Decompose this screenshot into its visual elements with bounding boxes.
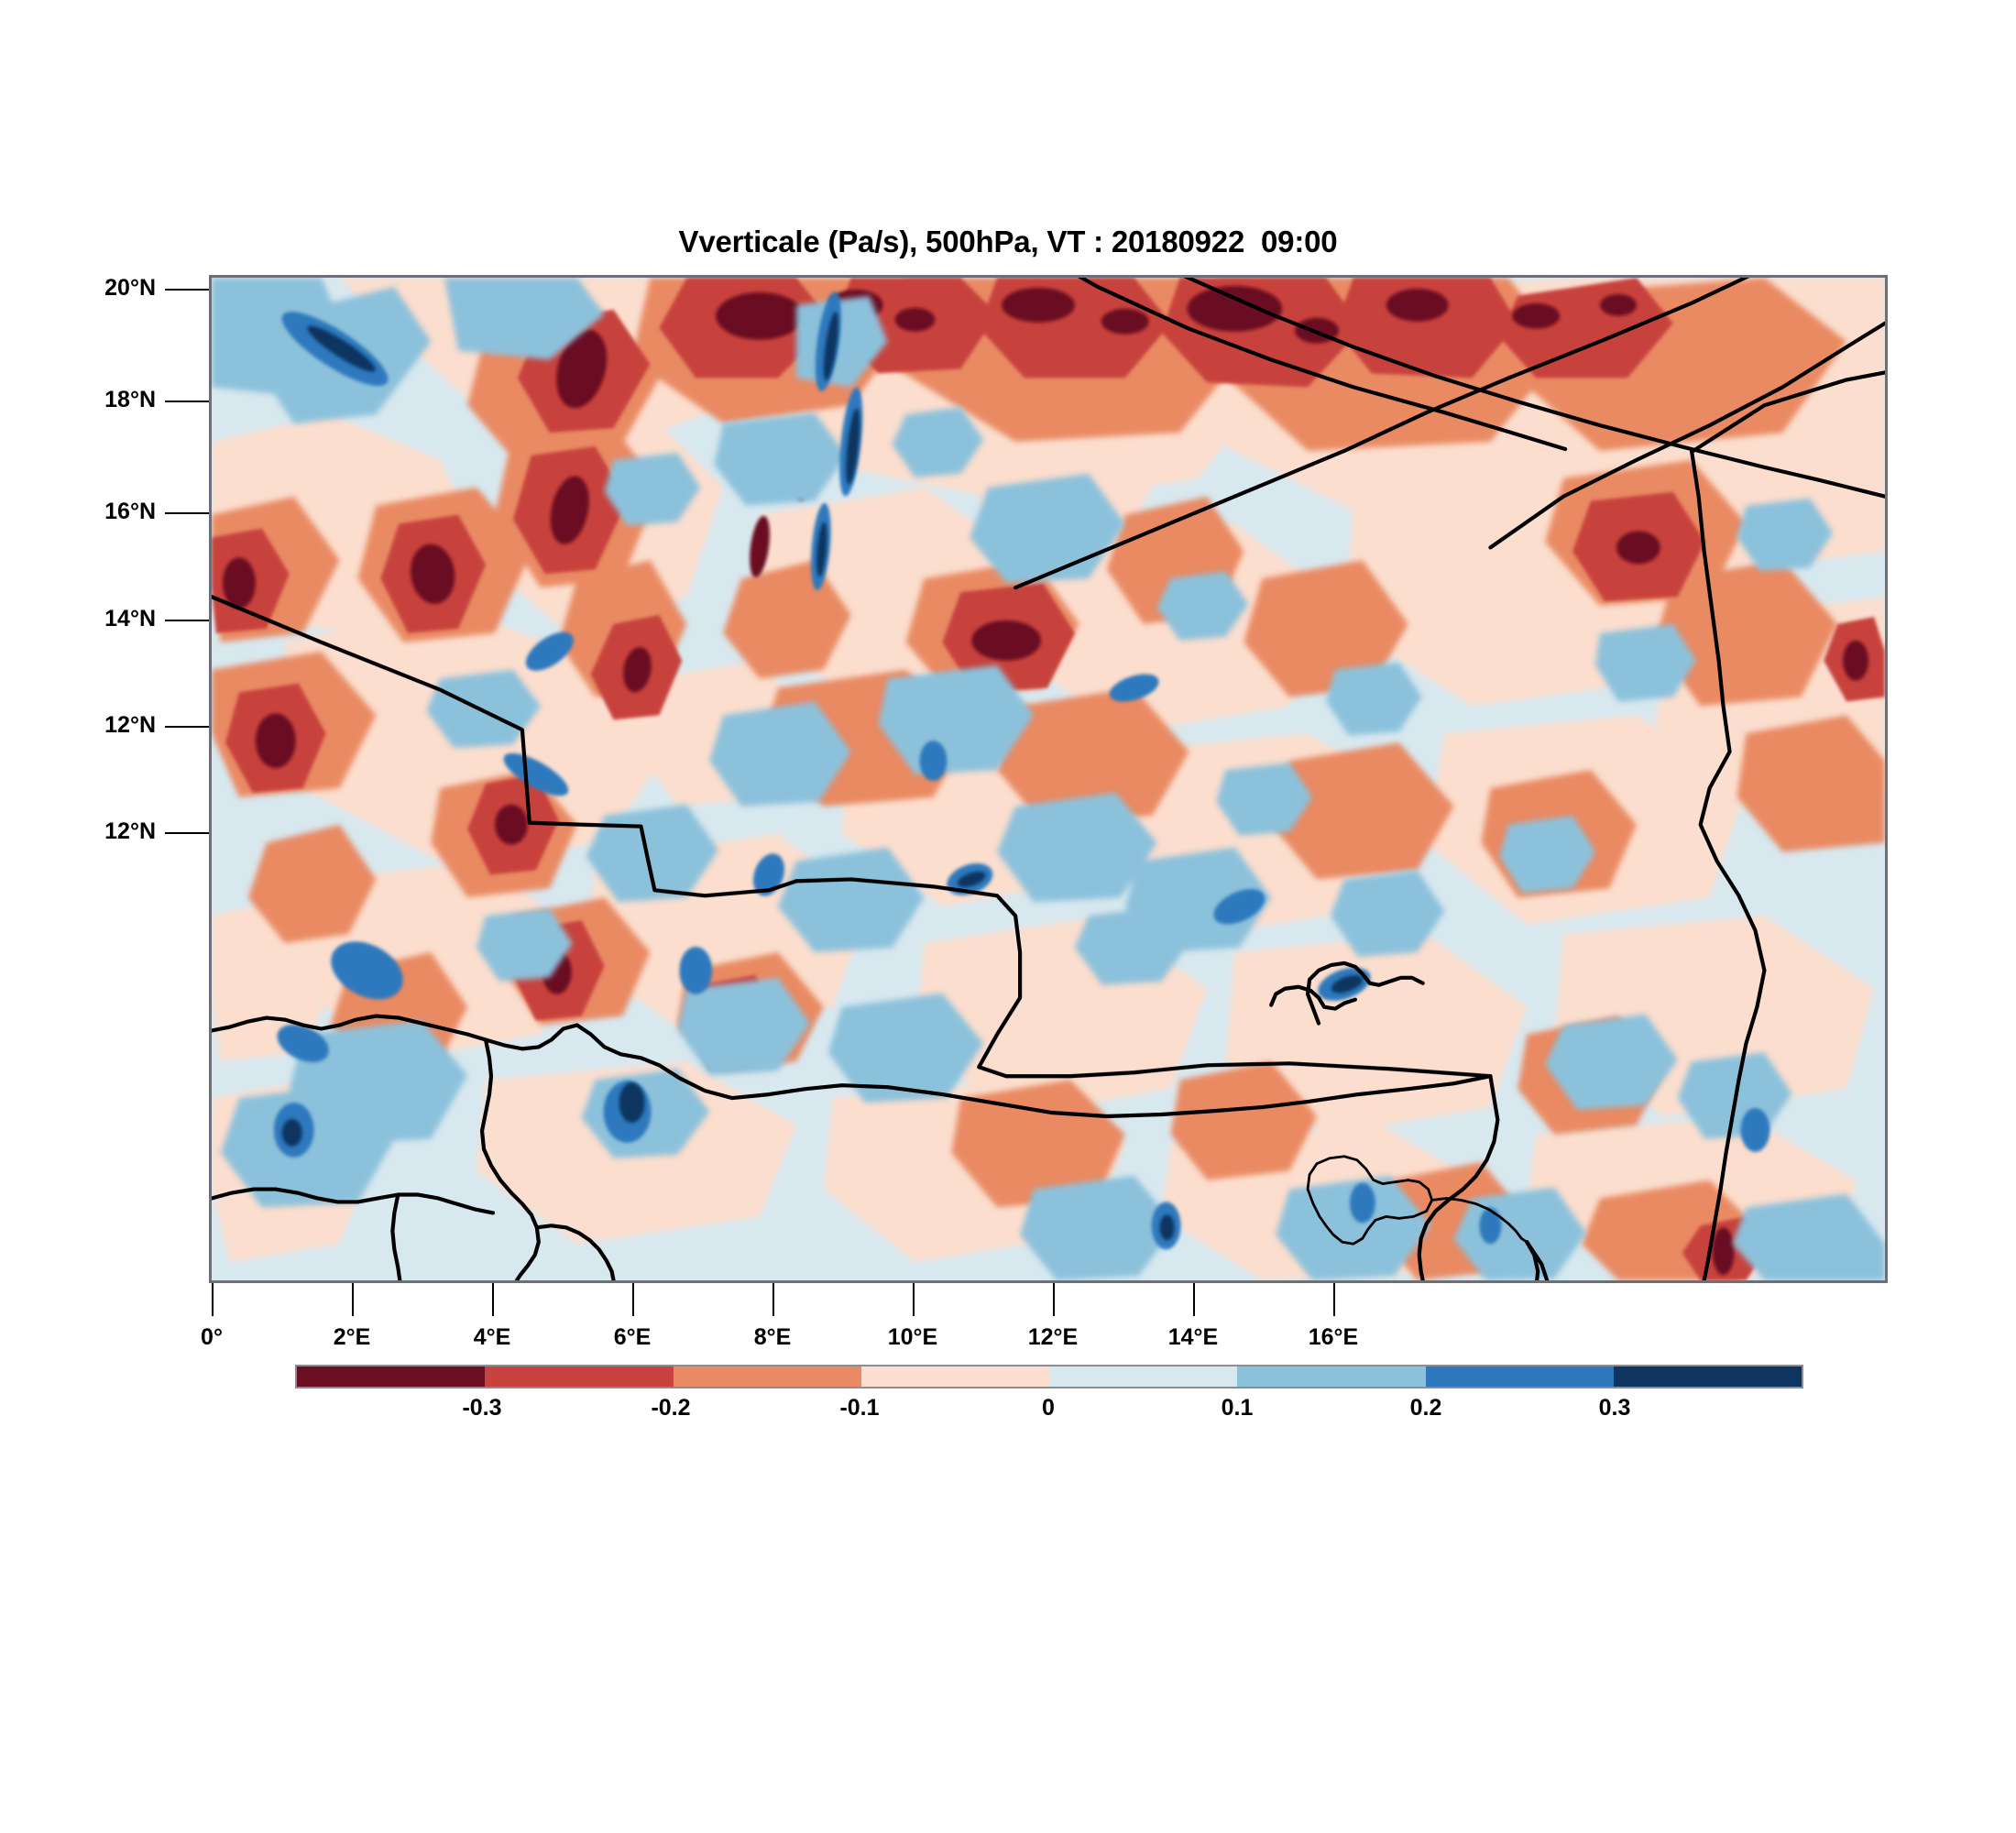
xtick-label-6E: 6°E: [613, 1324, 652, 1350]
xtick-mark-6E: [632, 1283, 634, 1316]
xtick-mark-4E: [492, 1283, 494, 1316]
xtick-mark-10E: [913, 1283, 915, 1316]
xtick-label-4E: 4°E: [473, 1324, 511, 1350]
ytick-mark-18N: [165, 512, 209, 514]
colorbar-band-0: [297, 1367, 486, 1387]
xtick-label-12E: 12°E: [1027, 1324, 1079, 1350]
xtick-label-0: 0°: [201, 1324, 223, 1350]
xtick-label-10E: 10°E: [887, 1324, 938, 1350]
xtick-mark-2E: [352, 1283, 354, 1316]
ytick-label-16N: 14°N: [104, 606, 156, 631]
xtick-mark-0: [212, 1283, 214, 1316]
xtick-mark-16E: [1333, 1283, 1335, 1316]
xtick-label-14E: 14°E: [1167, 1324, 1219, 1350]
colorbar-label-0.2: 0.2: [1409, 1395, 1442, 1421]
colorbar-band-1: [485, 1367, 674, 1387]
ytick-label-22N: 20°N: [104, 275, 156, 301]
colorbar-band-5: [1237, 1367, 1426, 1387]
ytick-label-20N: 18°N: [104, 387, 156, 412]
colorbar-label--0.3: -0.3: [462, 1395, 502, 1421]
colorbar-band-4: [1049, 1367, 1238, 1387]
xtick-mark-14E: [1193, 1283, 1195, 1316]
country-borders: [212, 278, 1885, 1280]
xtick-label-16E: 16°E: [1308, 1324, 1359, 1350]
ytick-label-14N: 12°N: [104, 712, 156, 738]
xtick-mark-8E: [772, 1283, 774, 1316]
ytick-mark-22N: [165, 289, 209, 291]
xtick-label-2E: 2°E: [333, 1324, 371, 1350]
colorbar[interactable]: [295, 1365, 1803, 1388]
xtick-label-8E: 8°E: [753, 1324, 792, 1350]
colorbar-label-0.3: 0.3: [1598, 1395, 1631, 1421]
page-title: Vverticale (Pa/s), 500hPa, VT : 20180922…: [678, 225, 1338, 258]
map-field-svg: [212, 278, 1885, 1280]
ytick-mark-12N: [165, 832, 209, 834]
ytick-mark-16N: [165, 620, 209, 621]
colorbar-band-2: [673, 1367, 861, 1387]
colorbar-label-0.1: 0.1: [1221, 1395, 1254, 1421]
colorbar-label-0: 0: [1042, 1395, 1055, 1421]
ytick-label-18N: 16°N: [104, 499, 156, 524]
ytick-label-12N: 12°N: [104, 818, 156, 844]
colorbar-band-3: [860, 1367, 1049, 1387]
colorbar-band-7: [1613, 1367, 1802, 1387]
ytick-mark-20N: [165, 401, 209, 402]
xtick-mark-12E: [1053, 1283, 1055, 1316]
ytick-mark-14N: [165, 726, 209, 728]
colorbar-label--0.2: -0.2: [651, 1395, 691, 1421]
colorbar-label--0.1: -0.1: [839, 1395, 880, 1421]
colorbar-band-6: [1425, 1367, 1614, 1387]
map-panel[interactable]: [209, 275, 1888, 1283]
